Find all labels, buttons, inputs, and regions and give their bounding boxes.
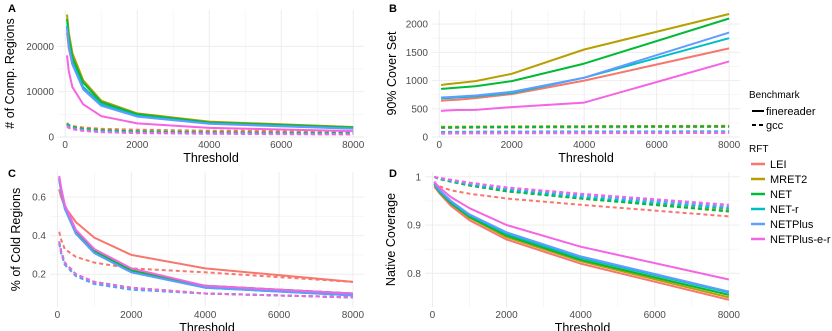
y-tick-label: 20000 [26,42,54,53]
panel-tag: D [389,168,397,180]
panel-tag: A [8,3,16,15]
panel-tag: B [389,3,397,15]
series-line-net-r-finereader [66,25,354,130]
series-line-netplus-e-r-finereader [433,181,730,281]
series-line-netplus-e-r-finereader [440,60,730,112]
x-tick-label: 0 [55,310,61,321]
legend-benchmark-title: Benchmark [749,90,801,101]
x-tick-label: 0 [430,310,436,321]
series-line-netplus-e-r-gcc [58,241,353,299]
panel-tag: C [8,168,16,180]
x-tick-label: 0 [62,140,68,151]
legend-label-gcc: gcc [766,120,784,132]
y-tick-label: 0 [422,133,428,144]
x-tick-label: 0 [436,140,442,151]
x-tick-label: 6000 [270,140,293,151]
series-line-netplus-gcc [58,243,353,299]
series-line-netplus-e-r-finereader [66,55,354,133]
legend-label-netplus-e-r: NETPlus-e-r [770,234,831,246]
y-tick-label: 500 [411,104,428,115]
panel-b: 0 2000 4000 6000 8000 0 500 1000 1500 2000 Thresho… [385,3,741,165]
legend-rft-title: RFT [749,144,768,155]
series-line-netplus-e-r-gcc [434,175,729,206]
legend-label-lei: LEI [770,159,787,171]
x-tick-label: 8000 [342,310,365,321]
series-line-netplus-gcc [434,175,729,208]
y-tick-label: 0.2 [32,270,46,281]
series-line-net-r-finereader [433,183,730,294]
y-axis-title: Native Coverage [384,193,398,286]
y-tick-label: 10000 [26,87,54,98]
legend-label-finereader: finereader [766,106,816,118]
series-line-mret2-finereader [440,13,730,87]
x-tick-label: 8000 [342,140,365,151]
series-line-netplus-gcc [441,130,730,134]
y-tick-label: 0.8 [407,269,421,280]
series-line-net-finereader [440,17,730,90]
legend-label-mret2: MRET2 [770,174,807,186]
x-tick-label: 4000 [570,310,593,321]
series-line-net-finereader [66,19,354,129]
x-tick-label: 2000 [126,140,149,151]
series-line-net-r-gcc [58,243,353,299]
series-line-netplus-finereader [66,28,354,130]
series-line-net-r-finereader [440,37,730,100]
legend-label-netplus: NETPlus [770,219,814,231]
panel-a: 0 2000 4000 6000 8000 0 10000 20000 Threshold # o… [3,3,365,165]
x-tick-label: 8000 [718,140,741,151]
series-line-netplus-e-r-gcc [66,125,354,136]
y-tick-label: 1000 [406,76,429,87]
series-line-lei-finereader [440,47,730,102]
y-tick-label: 1 [415,172,421,183]
y-axis-title: # of Comp. Regions [3,18,17,128]
y-tick-label: 0.9 [407,221,421,232]
y-tick-label: 0 [48,133,54,144]
x-axis-title: Threshold [179,321,235,331]
legend-label-net: NET [770,189,792,201]
panel-c: 0 2000 4000 6000 8000 0.2 0.4 0.6 Threshold % of … [8,168,364,331]
x-tick-label: 6000 [644,310,667,321]
y-axis-title: 90% Cover Set [385,31,399,116]
x-tick-label: 2000 [501,140,524,151]
y-axis-title: % of Cold Regions [9,188,23,292]
legend-label-net-r: NET-r [770,204,799,216]
series-line-mret2-finereader [66,14,354,128]
x-axis-title: Threshold [558,151,614,165]
series-line-netplus-e-r-finereader [58,175,353,295]
x-axis-title: Threshold [555,321,611,331]
x-tick-label: 4000 [194,310,217,321]
series-line-lei-gcc [58,231,353,283]
x-tick-label: 2000 [120,310,143,321]
x-tick-label: 6000 [268,310,291,321]
y-tick-label: 0.6 [32,193,46,204]
series-line-netplus-finereader [441,31,730,99]
panel-d: 0 2000 4000 6000 8000 0.8 0.9 1 Threshold Native … [384,168,740,331]
series-line-netplus-e-r-gcc [441,132,730,135]
x-tick-label: 6000 [646,140,669,151]
y-tick-label: 0.4 [32,231,46,242]
x-axis-title: Threshold [183,151,239,165]
y-tick-label: 2000 [406,20,429,31]
series-line-net-gcc [441,125,730,129]
x-tick-label: 2000 [495,310,518,321]
x-tick-label: 8000 [718,310,741,321]
y-tick-label: 1500 [406,48,429,59]
series-line-netplus-finereader [433,182,730,293]
x-tick-label: 4000 [573,140,596,151]
x-tick-label: 4000 [198,140,221,151]
